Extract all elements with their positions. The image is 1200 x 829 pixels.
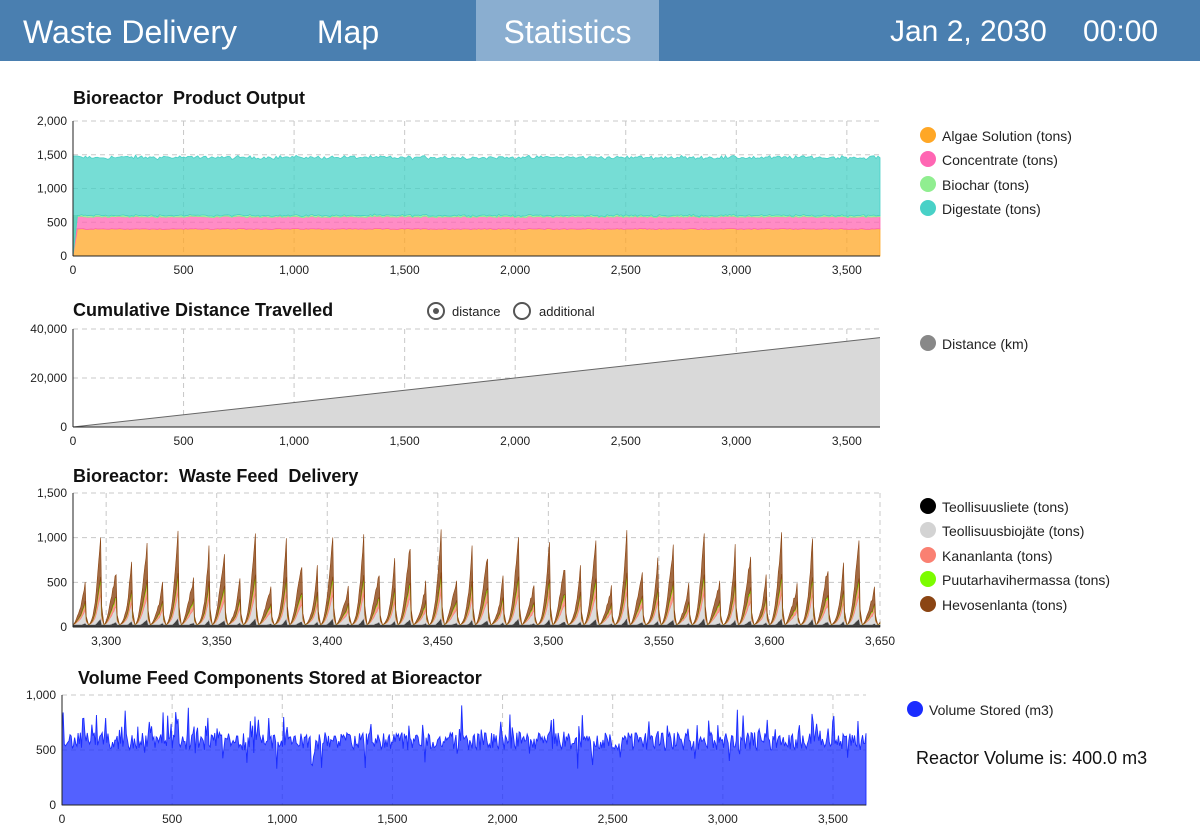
distance-x-tick-label: 0 — [70, 434, 77, 448]
legend-dot-icon — [920, 522, 936, 539]
volume-y-tick-label: 1,000 — [26, 688, 56, 702]
feed-x-tick-label: 3,400 — [312, 634, 342, 648]
distance-x-tick-label: 3,000 — [721, 434, 751, 448]
product-y-tick-label: 1,500 — [37, 148, 67, 162]
legend-dot-icon — [920, 200, 936, 217]
distance-y-tick-label: 20,000 — [30, 371, 67, 385]
feed-x-tick-label: 3,550 — [644, 634, 674, 648]
time-display: 00:00 — [1083, 15, 1159, 48]
product-legend-label: Digestate (tons) — [942, 201, 1041, 218]
tab-map[interactable]: Map — [316, 14, 380, 50]
feed-y-tick-label: 500 — [47, 575, 67, 589]
product-legend-label: Concentrate (tons) — [942, 152, 1058, 169]
feed-legend-label: Teollisuusbiojäte (tons) — [942, 523, 1085, 540]
feed-legend-label: Puutarhavihermassa (tons) — [942, 572, 1111, 589]
feed-legend-label: Kananlanta (tons) — [942, 547, 1053, 564]
radio-distance-label: distance — [452, 304, 501, 319]
legend-dot-icon — [920, 127, 936, 143]
legend-dot-icon — [920, 498, 936, 514]
feed-x-tick-label: 3,350 — [202, 634, 232, 648]
feed-x-tick-label: 3,300 — [91, 634, 121, 648]
distance-x-tick-label: 1,000 — [279, 434, 309, 448]
volume-x-tick-label: 1,500 — [377, 812, 407, 826]
distance-y-tick-label: 40,000 — [30, 322, 67, 336]
volume-x-tick-label: 1,000 — [267, 812, 297, 826]
product-y-tick-label: 2,000 — [37, 114, 67, 128]
legend-dot-icon — [920, 175, 936, 192]
feed-x-tick-label: 3,650 — [865, 634, 895, 648]
distance-x-tick-label: 3,500 — [832, 434, 862, 448]
volume-legend-label: Volume Stored (m3) — [929, 702, 1054, 718]
feed-legend-label: Teollisuusliete (tons) — [942, 499, 1069, 515]
tab-waste-delivery[interactable]: Waste Delivery — [23, 14, 237, 50]
feed-y-tick-label: 1,000 — [37, 531, 67, 545]
product-legend-label: Biochar (tons) — [942, 176, 1030, 193]
feed-x-tick-label: 3,500 — [533, 634, 563, 648]
feed-x-tick-label: 3,600 — [754, 634, 784, 648]
feed-x-tick-label: 3,450 — [423, 634, 453, 648]
legend-dot-icon — [920, 335, 936, 351]
volume-y-tick-label: 0 — [49, 798, 56, 812]
feed-delivery-title: Bioreactor: Waste Feed Delivery — [73, 466, 359, 486]
feed-series-4 — [72, 529, 881, 626]
distance-legend-label: Distance (km) — [942, 336, 1029, 352]
radio-distance[interactable] — [427, 302, 445, 320]
product-legend-label: Algae Solution (tons) — [942, 128, 1072, 144]
distance-y-tick-label: 0 — [60, 420, 67, 434]
product-series-3 — [72, 154, 881, 257]
distance-x-tick-label: 2,500 — [611, 434, 641, 448]
tab-statistics[interactable]: Statistics — [476, 0, 659, 61]
legend-dot-icon — [920, 151, 936, 168]
legend-dot-icon — [920, 595, 936, 612]
product-x-tick-label: 1,000 — [279, 263, 309, 277]
product-x-tick-label: 500 — [174, 263, 194, 277]
top-nav-bar: Waste Delivery Map Statistics Jan 2, 203… — [0, 0, 1200, 61]
radio-additional[interactable] — [513, 302, 531, 320]
product-x-tick-label: 3,000 — [721, 263, 751, 277]
distance-title: Cumulative Distance Travelled — [73, 300, 334, 320]
product-x-tick-label: 0 — [70, 263, 77, 277]
volume-y-tick-label: 500 — [36, 743, 56, 757]
volume-stored-title: Volume Feed Components Stored at Bioreac… — [78, 668, 482, 688]
distance-x-tick-label: 2,000 — [500, 434, 530, 448]
volume-x-tick-label: 500 — [162, 812, 182, 826]
legend-dot-icon — [907, 701, 923, 717]
product-y-tick-label: 0 — [60, 249, 67, 263]
volume-x-tick-label: 3,500 — [818, 812, 848, 826]
product-x-tick-label: 3,500 — [832, 263, 862, 277]
distance-x-tick-label: 500 — [174, 434, 194, 448]
product-y-tick-label: 500 — [47, 215, 67, 229]
date-display: Jan 2, 2030 — [890, 15, 1047, 48]
volume-x-tick-label: 2,500 — [598, 812, 628, 826]
volume-x-tick-label: 2,000 — [488, 812, 518, 826]
volume-x-tick-label: 0 — [59, 812, 66, 826]
reactor-volume-text: Reactor Volume is: 400.0 m3 — [916, 748, 1148, 768]
product-output-title: Bioreactor Product Output — [73, 88, 306, 108]
radio-additional-label: additional — [539, 304, 595, 319]
legend-dot-icon — [920, 571, 936, 588]
distance-x-tick-label: 1,500 — [390, 434, 420, 448]
legend-dot-icon — [920, 546, 936, 563]
volume-area — [61, 705, 867, 806]
feed-y-tick-label: 0 — [60, 620, 67, 634]
distance-line — [72, 337, 881, 428]
feed-y-tick-label: 1,500 — [37, 486, 67, 500]
product-y-tick-label: 1,000 — [37, 182, 67, 196]
product-x-tick-label: 2,500 — [611, 263, 641, 277]
product-x-tick-label: 2,000 — [500, 263, 530, 277]
feed-legend-label: Hevosenlanta (tons) — [942, 596, 1068, 613]
product-x-tick-label: 1,500 — [390, 263, 420, 277]
volume-x-tick-label: 3,000 — [708, 812, 738, 826]
